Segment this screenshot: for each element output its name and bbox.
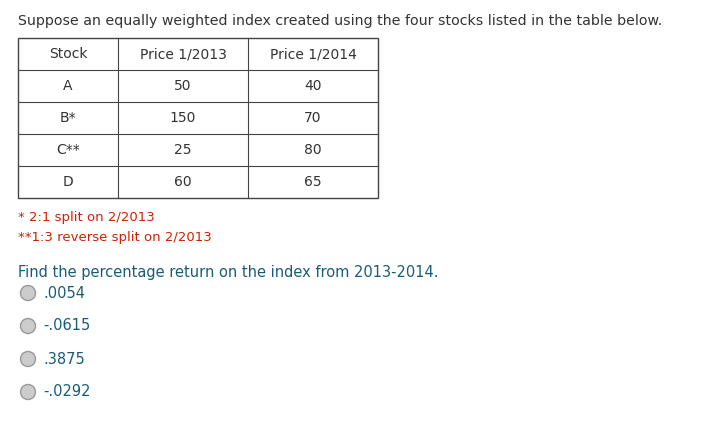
Text: 70: 70 [305,111,322,125]
Text: 60: 60 [174,175,192,189]
Circle shape [21,318,36,333]
Text: Price 1/2013: Price 1/2013 [139,47,227,61]
Text: -.0615: -.0615 [44,318,91,333]
Text: 65: 65 [304,175,322,189]
Text: * 2:1 split on 2/2013: * 2:1 split on 2/2013 [18,211,154,224]
Text: A: A [63,79,73,93]
Text: D: D [63,175,74,189]
Circle shape [21,384,36,399]
Text: C**: C** [56,143,80,157]
Text: 150: 150 [170,111,196,125]
Circle shape [21,351,36,366]
Text: .0054: .0054 [44,285,86,300]
Text: 25: 25 [174,143,192,157]
Text: 80: 80 [304,143,322,157]
Text: .3875: .3875 [44,351,85,366]
Text: B*: B* [59,111,77,125]
Bar [18,38,378,198]
Text: Price 1/2014: Price 1/2014 [270,47,357,61]
Text: -.0292: -.0292 [44,384,91,399]
Text: Stock: Stock [49,47,87,61]
Text: Find the percentage return on the index from 2013-2014.: Find the percentage return on the index … [18,265,438,280]
Circle shape [21,285,36,300]
Text: 50: 50 [174,79,192,93]
Text: 40: 40 [305,79,322,93]
Text: **1:3 reverse split on 2/2013: **1:3 reverse split on 2/2013 [18,231,212,244]
Text: Suppose an equally weighted index created using the four stocks listed in the ta: Suppose an equally weighted index create… [18,14,662,28]
